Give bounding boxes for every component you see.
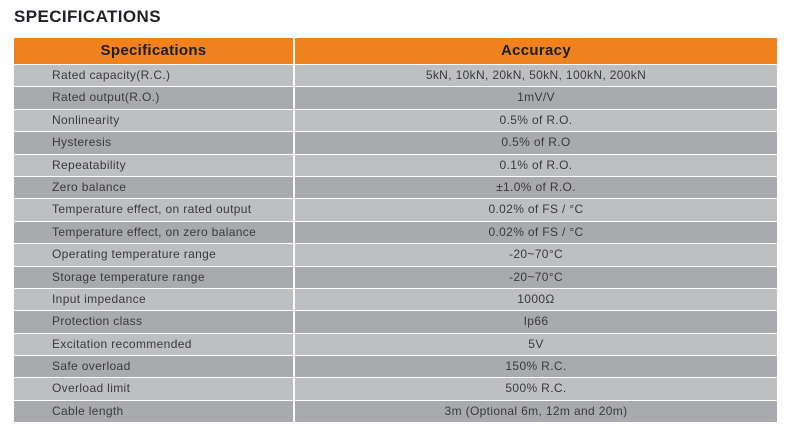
spec-label: Safe overload	[14, 356, 293, 378]
spec-label: Protection class	[14, 311, 293, 333]
spec-label: Rated capacity(R.C.)	[14, 65, 293, 87]
spec-value: 1mV/V	[295, 87, 777, 109]
spec-label: Temperature effect, on rated output	[14, 199, 293, 221]
spec-value: 0.02% of FS / °C	[295, 199, 777, 221]
table-row: Rated output(R.O.) 1mV/V	[14, 87, 777, 109]
table-row: Input impedance 1000Ω	[14, 288, 777, 311]
column-header-accuracy: Accuracy	[295, 38, 777, 64]
page-title: SPECIFICATIONS	[14, 7, 161, 26]
spec-label: Repeatability	[14, 154, 293, 176]
table-row: Hysteresis 0.5% of R.O	[14, 132, 777, 154]
spec-value: 0.02% of FS / °C	[295, 221, 777, 244]
table-row: Overload limit 500% R.C.	[14, 378, 777, 400]
spec-value: 5V	[295, 333, 777, 356]
column-header-specifications: Specifications	[14, 38, 293, 64]
table-row: Nonlinearity 0.5% of R.O.	[14, 109, 777, 132]
spec-label: Cable length	[14, 400, 293, 423]
table-row: Protection class Ip66	[14, 311, 777, 333]
spec-value: 150% R.C.	[295, 356, 777, 378]
table-body: Rated capacity(R.C.) 5kN, 10kN, 20kN, 50…	[14, 65, 777, 423]
specifications-table: Specifications Accuracy Rated capacity(R…	[14, 38, 777, 423]
spec-label: Operating temperature range	[14, 244, 293, 266]
spec-value: 0.5% of R.O.	[295, 109, 777, 132]
table-row: Storage temperature range -20~70°C	[14, 266, 777, 288]
spec-value: 1000Ω	[295, 288, 777, 311]
table-row: Zero balance ±1.0% of R.O.	[14, 176, 777, 199]
table-row: Operating temperature range -20~70°C	[14, 244, 777, 266]
spec-label: Hysteresis	[14, 132, 293, 154]
spec-value: 3m (Optional 6m, 12m and 20m)	[295, 400, 777, 423]
spec-value: 0.5% of R.O	[295, 132, 777, 154]
table-row: Excitation recommended 5V	[14, 333, 777, 356]
spec-value: -20~70°C	[295, 244, 777, 266]
spec-value: Ip66	[295, 311, 777, 333]
table-row: Temperature effect, on zero balance 0.02…	[14, 221, 777, 244]
spec-label: Temperature effect, on zero balance	[14, 221, 293, 244]
spec-value: -20~70°C	[295, 266, 777, 288]
table-row: Safe overload 150% R.C.	[14, 356, 777, 378]
spec-label: Excitation recommended	[14, 333, 293, 356]
spec-label: Input impedance	[14, 288, 293, 311]
table-row: Repeatability 0.1% of R.O.	[14, 154, 777, 176]
page: SPECIFICATIONS Specifications Accuracy R…	[14, 0, 777, 423]
spec-value: 500% R.C.	[295, 378, 777, 400]
table-row: Temperature effect, on rated output 0.02…	[14, 199, 777, 221]
spec-label: Storage temperature range	[14, 266, 293, 288]
table-row: Cable length 3m (Optional 6m, 12m and 20…	[14, 400, 777, 423]
spec-value: ±1.0% of R.O.	[295, 176, 777, 199]
table-header-row: Specifications Accuracy	[14, 38, 777, 64]
spec-value: 5kN, 10kN, 20kN, 50kN, 100kN, 200kN	[295, 65, 777, 87]
spec-label: Nonlinearity	[14, 109, 293, 132]
spec-label: Overload limit	[14, 378, 293, 400]
spec-value: 0.1% of R.O.	[295, 154, 777, 176]
spec-label: Zero balance	[14, 176, 293, 199]
spec-label: Rated output(R.O.)	[14, 87, 293, 109]
table-row: Rated capacity(R.C.) 5kN, 10kN, 20kN, 50…	[14, 65, 777, 87]
